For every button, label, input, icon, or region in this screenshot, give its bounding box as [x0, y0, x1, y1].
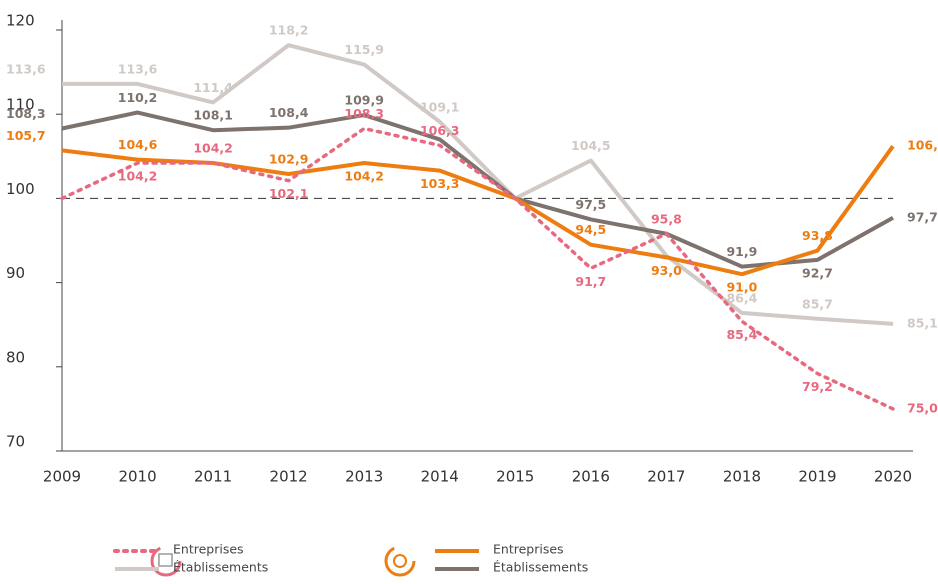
x-tick-label: 2011 [194, 468, 232, 486]
value-label: 104,6 [118, 137, 158, 152]
value-label: 102,1 [269, 186, 309, 201]
value-label: 79,2 [802, 379, 833, 394]
value-label: 92,7 [802, 265, 833, 280]
legend-label: Entreprises [493, 542, 564, 557]
value-label: 108,3 [6, 106, 46, 121]
value-label: 108,4 [269, 105, 309, 120]
legend-icon [384, 545, 416, 577]
value-label: 108,1 [193, 108, 233, 123]
series-line [62, 43, 894, 326]
legend-label: Établissements [493, 560, 588, 575]
value-label: 102,9 [269, 151, 309, 166]
value-label: 85,1 [907, 315, 938, 330]
value-label: 108,3 [344, 106, 384, 121]
value-label: 93,8 [802, 228, 833, 243]
value-label: 106,2 [907, 138, 938, 153]
value-label: 91,7 [575, 274, 606, 289]
value-label: 97,7 [907, 209, 938, 224]
value-label: 111,4 [193, 80, 233, 95]
series-line [61, 110, 894, 269]
value-label: 118,2 [269, 23, 309, 38]
y-tick-label: 80 [6, 348, 25, 366]
value-label: 86,4 [726, 290, 757, 305]
x-tick-label: 2012 [270, 468, 308, 486]
value-label: 97,5 [575, 197, 606, 212]
y-tick-label: 110 [6, 96, 35, 114]
value-label: 105,7 [6, 128, 46, 143]
legend-icon-detail [393, 554, 407, 568]
value-label: 104,2 [118, 169, 158, 184]
x-tick-label: 2013 [345, 468, 383, 486]
value-label: 113,6 [118, 61, 158, 76]
legend-icon-detail [158, 553, 173, 567]
value-label: 104,5 [571, 138, 611, 153]
x-tick-label: 2019 [798, 468, 836, 486]
value-label: 113,6 [6, 61, 46, 76]
y-tick-label: 70 [6, 433, 25, 451]
value-label: 106,3 [420, 123, 460, 138]
value-label: 109,9 [344, 93, 384, 108]
value-label: 103,3 [420, 176, 460, 191]
value-label: 95,8 [651, 211, 682, 226]
value-label: 85,7 [802, 296, 833, 311]
series-line [61, 145, 895, 277]
legend-icons [150, 545, 416, 577]
value-label: 85,4 [726, 327, 757, 342]
value-label: 91,0 [726, 280, 757, 295]
legend-icon [150, 545, 182, 577]
y-tick-label: 120 [6, 12, 35, 30]
value-label: 75,0 [907, 400, 938, 415]
x-tick-label: 2017 [647, 468, 685, 486]
x-tick-label: 2018 [723, 468, 761, 486]
legend-label: Entreprises [173, 542, 244, 557]
x-tick-label: 2014 [421, 468, 459, 486]
value-label: 104,2 [193, 141, 233, 156]
value-label: 110,2 [118, 90, 158, 105]
value-label: 115,9 [344, 42, 384, 57]
y-tick-label: 90 [6, 264, 25, 282]
x-tick-label: 2020 [874, 468, 912, 486]
legend-label: Établissements [173, 560, 268, 575]
value-label: 91,9 [726, 244, 757, 259]
value-label: 104,2 [344, 169, 384, 184]
value-label: 94,5 [575, 222, 606, 237]
x-tick-label: 2009 [43, 468, 81, 486]
x-tick-label: 2016 [572, 468, 610, 486]
x-tick-label: 2010 [118, 468, 156, 486]
value-label: 109,1 [420, 99, 460, 114]
series-line [60, 126, 895, 411]
y-tick-label: 100 [6, 180, 35, 198]
value-label: 93,0 [651, 263, 682, 278]
x-tick-label: 2015 [496, 468, 534, 486]
